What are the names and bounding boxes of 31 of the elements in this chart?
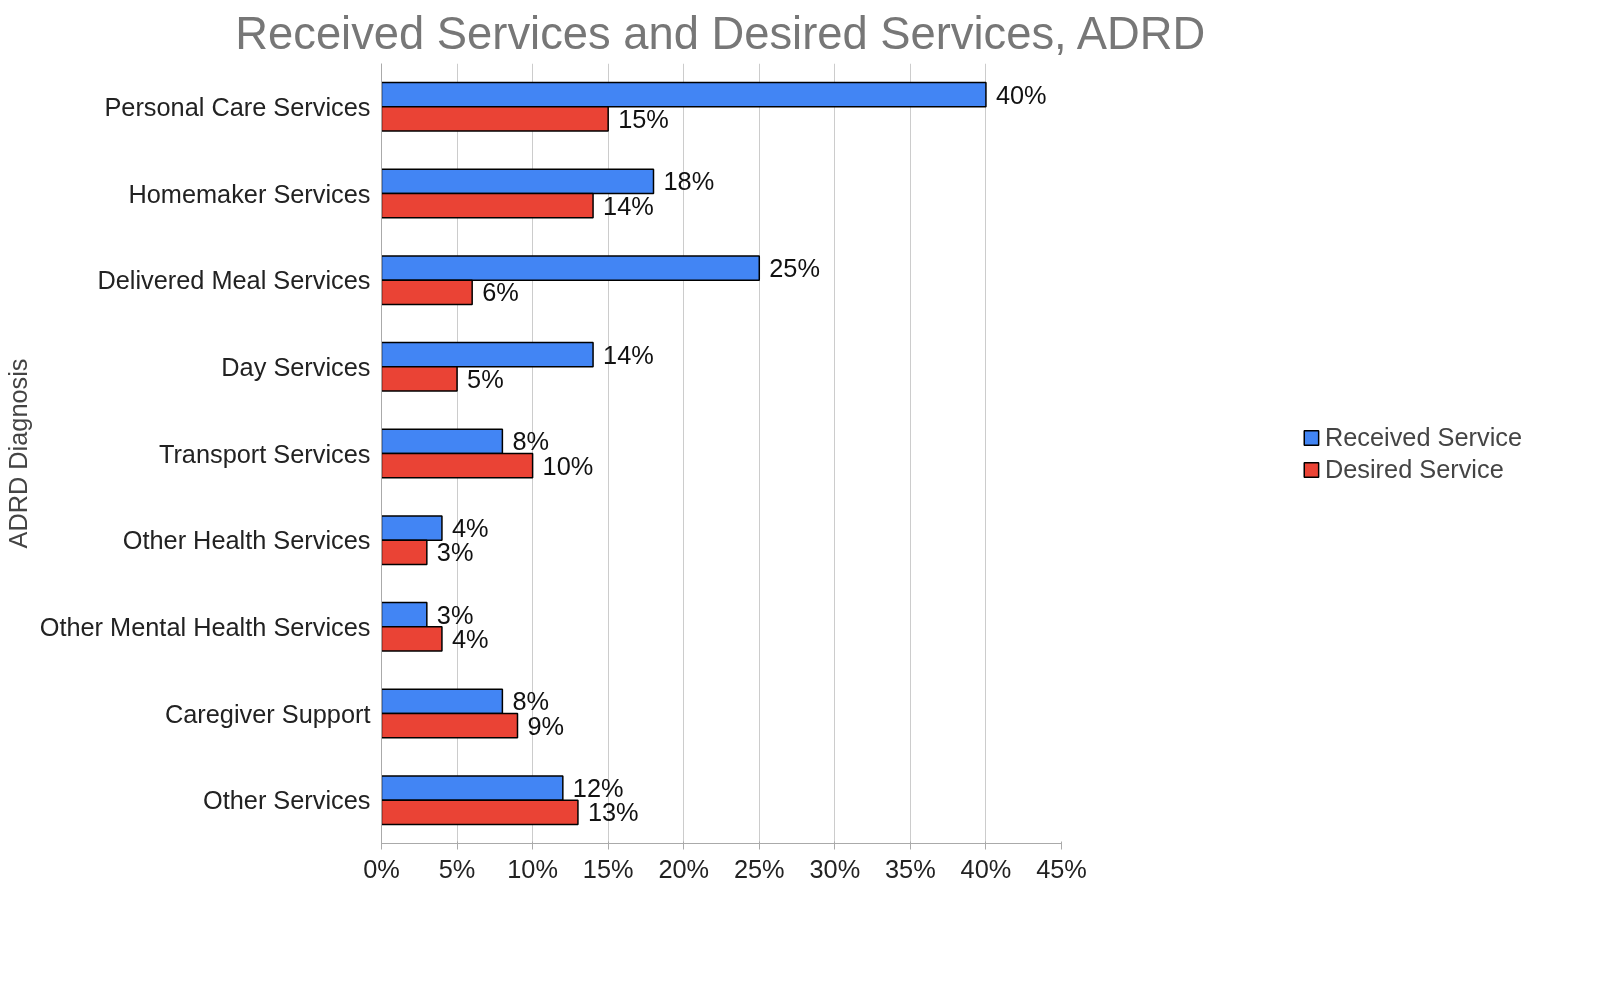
- data-label: 14%: [603, 191, 654, 220]
- legend-label: Received Service: [1324, 422, 1523, 452]
- legend-label: Desired Service: [1324, 454, 1504, 484]
- chart-title: Received Services and Desired Services, ADRD: [235, 7, 1206, 59]
- data-label: 25%: [769, 254, 820, 283]
- x-tick-label: 35%: [885, 854, 936, 883]
- data-label: 6%: [482, 278, 519, 307]
- x-tick-label: 40%: [960, 854, 1012, 883]
- x-tick-label: 0%: [363, 854, 400, 883]
- x-tick-label: 15%: [582, 854, 634, 883]
- y-tick-label: Transport Services: [158, 439, 371, 468]
- y-tick-label: Other Services: [203, 786, 371, 815]
- data-label: 5%: [467, 364, 504, 393]
- data-label: 15%: [618, 104, 669, 133]
- data-label: 14%: [603, 340, 654, 369]
- y-tick-label: Delivered Meal Services: [97, 266, 371, 295]
- y-tick-label: Homemaker Services: [128, 179, 371, 208]
- y-tick-label: Day Services: [221, 352, 371, 381]
- x-tick-label: 10%: [507, 854, 558, 883]
- y-tick-label: Caregiver Support: [164, 699, 371, 728]
- y-tick-label: Personal Care Services: [104, 92, 371, 121]
- y-tick-label: Other Health Services: [122, 526, 371, 555]
- data-label: 40%: [995, 80, 1047, 109]
- x-tick-label: 20%: [658, 854, 710, 883]
- data-label: 18%: [663, 167, 715, 196]
- y-axis-title: ADRD Diagnosis: [3, 358, 32, 549]
- x-tick-label: 45%: [1036, 854, 1087, 883]
- x-tick-label: 5%: [438, 854, 476, 883]
- y-tick-label: Other Mental Health Services: [39, 612, 371, 641]
- x-tick-label: 25%: [733, 854, 785, 883]
- x-tick-label: 30%: [809, 854, 861, 883]
